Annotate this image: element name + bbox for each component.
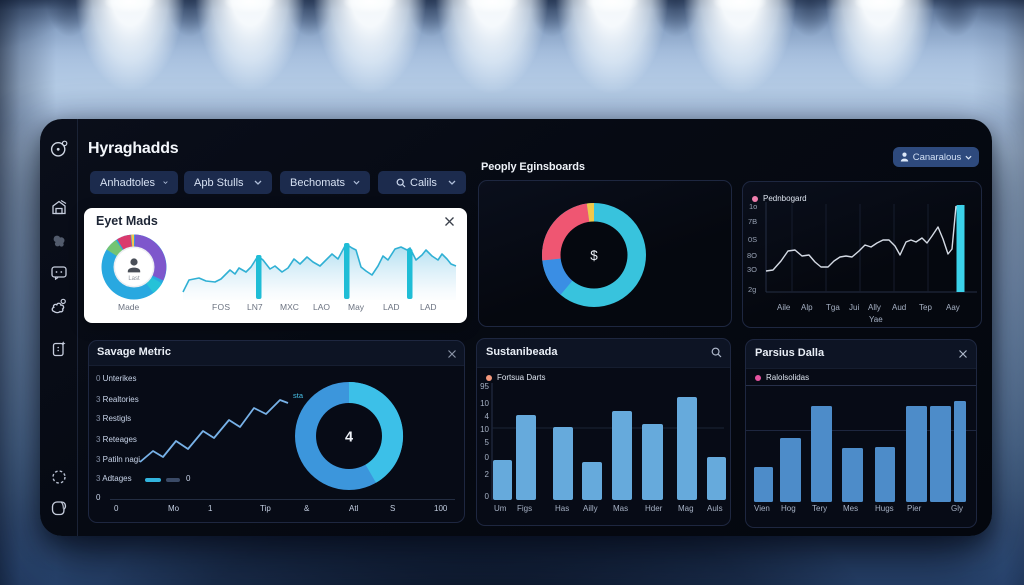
svg-text:$: $ xyxy=(590,248,598,263)
svg-text:sta: sta xyxy=(293,391,304,400)
svg-text:4: 4 xyxy=(345,430,353,446)
svg-text:Last: Last xyxy=(128,276,140,282)
